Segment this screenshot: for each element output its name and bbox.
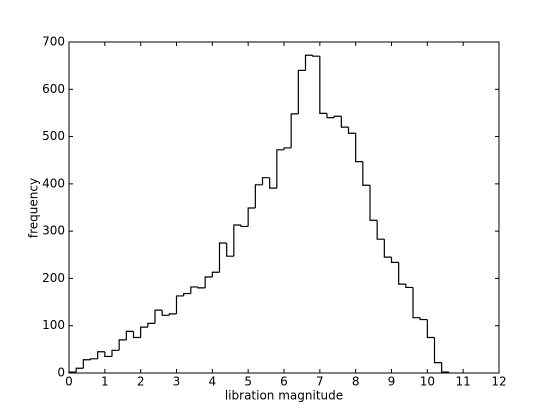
histogram-bin xyxy=(197,286,206,289)
histogram-bin xyxy=(441,362,449,373)
x-tick-label: 6 xyxy=(280,375,288,389)
x-tick-label: 1 xyxy=(101,375,109,389)
histogram-bin xyxy=(276,149,284,189)
plot-frame xyxy=(68,41,500,374)
histogram-bin xyxy=(283,147,292,150)
histogram-bin xyxy=(211,271,220,278)
x-tick-label: 2 xyxy=(137,375,145,389)
histogram-bin xyxy=(75,367,84,373)
histogram-bin xyxy=(326,113,335,119)
y-tick-label: 400 xyxy=(42,176,65,190)
histogram-bin xyxy=(398,262,406,285)
histogram-bin xyxy=(240,224,249,228)
y-tick-label: 600 xyxy=(42,82,65,96)
y-tick-label: 100 xyxy=(42,318,65,332)
x-tick-label: 4 xyxy=(209,375,217,389)
histogram-bin xyxy=(340,116,349,128)
histogram-bin xyxy=(254,184,263,208)
x-tick-label: 0 xyxy=(65,375,73,389)
histogram-bin xyxy=(290,113,299,148)
histogram-bin xyxy=(247,207,256,227)
histogram-bin xyxy=(190,286,198,294)
histogram-bin xyxy=(390,257,399,263)
histogram-bin xyxy=(111,349,120,357)
histogram-bin xyxy=(269,177,277,189)
x-tick-label: 11 xyxy=(456,375,471,389)
y-axis-label: frequency xyxy=(27,178,41,238)
x-axis-label: libration magnitude xyxy=(225,389,343,403)
histogram-bin xyxy=(304,54,313,71)
histogram-bin xyxy=(312,55,320,57)
histogram-bin xyxy=(226,242,234,257)
histogram-bin xyxy=(97,351,105,359)
histogram-bin xyxy=(161,310,170,316)
histogram-bin xyxy=(419,317,428,321)
x-tick-label: 3 xyxy=(173,375,181,389)
y-tick-label: 200 xyxy=(42,271,65,285)
histogram-bin xyxy=(104,351,112,358)
histogram-bin xyxy=(154,309,163,324)
histogram-bin xyxy=(355,133,363,163)
histogram-bin xyxy=(125,330,134,340)
histogram-bin xyxy=(369,185,378,221)
histogram-bin xyxy=(168,313,177,316)
histogram-bin xyxy=(89,358,98,360)
x-tick-label: 10 xyxy=(420,375,435,389)
histogram-bin xyxy=(412,287,421,319)
y-tick-label: 700 xyxy=(42,35,65,49)
histogram-bin xyxy=(147,322,155,328)
histogram-bin xyxy=(175,295,184,314)
y-tick-label: 500 xyxy=(42,129,65,143)
x-tick-label: 8 xyxy=(352,375,360,389)
histogram-bin xyxy=(261,177,270,185)
y-tick-label: 0 xyxy=(57,366,65,380)
histogram-bin xyxy=(118,339,127,351)
histogram-bin xyxy=(426,319,435,339)
x-tick-label: 12 xyxy=(491,375,506,389)
histogram-bin xyxy=(140,326,148,338)
histogram-bin xyxy=(233,224,241,257)
histogram-bin xyxy=(433,337,442,364)
histogram-bin xyxy=(376,220,385,240)
histogram-bin xyxy=(362,161,370,186)
x-tick-label: 7 xyxy=(316,375,324,389)
histogram-bin xyxy=(347,127,356,134)
histogram-bin xyxy=(132,331,141,339)
histogram-bin xyxy=(319,56,327,115)
histogram-bin xyxy=(383,239,392,258)
histogram-bin xyxy=(218,242,227,273)
histogram-bin xyxy=(82,359,91,369)
histogram-bin xyxy=(183,292,191,296)
histogram-bin xyxy=(405,284,413,289)
histogram-bin xyxy=(297,69,306,114)
y-tick-label: 300 xyxy=(42,224,65,238)
x-tick-label: 5 xyxy=(244,375,252,389)
x-tick-label: 9 xyxy=(388,375,396,389)
histogram-bin xyxy=(204,276,213,288)
histogram-bin xyxy=(333,115,342,118)
